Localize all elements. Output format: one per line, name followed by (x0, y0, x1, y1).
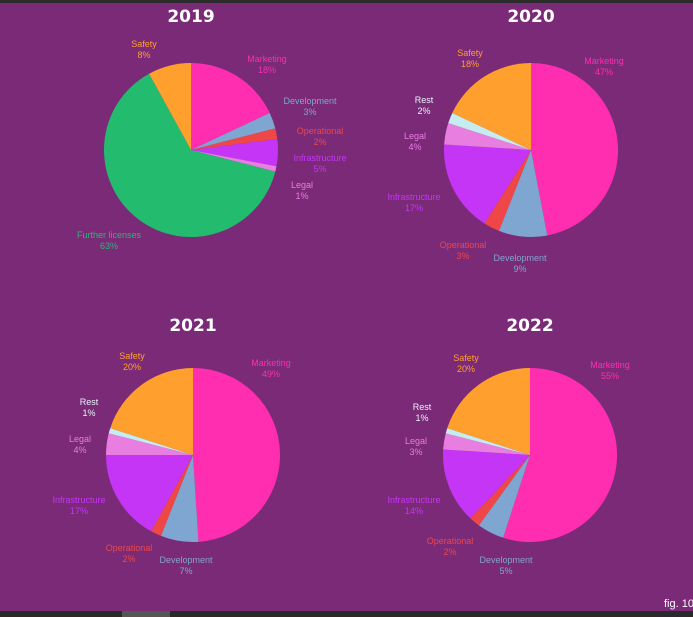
pie-slice-legal (444, 123, 531, 150)
pie-slice-safety (447, 368, 530, 455)
slice-label-development: Development 3% (283, 96, 337, 117)
pie-slice-infrastructure (442, 449, 530, 519)
slice-label-safety: Safety 20% (119, 351, 145, 372)
slice-label-operational: Operational 2% (297, 126, 344, 147)
pie-slice-development (191, 112, 276, 150)
pie-chart-2022: 2022 Marketing 55% Development 5%Operational… (387, 316, 629, 576)
slice-label-development: Development 9% (493, 253, 547, 274)
slice-label-rest: Rest 2% (415, 95, 434, 116)
pie-chart-2020: 2020 Marketing 47% Development 9% Operational… (387, 7, 623, 274)
pie-slice-infrastructure (106, 455, 193, 532)
slice-label-infrastructure: Infrastructure 17% (387, 192, 440, 213)
pie-slice-safety (149, 63, 191, 150)
slice-label-operational: Operational 3% (440, 240, 487, 261)
slice-label-safety: Safety 20% (453, 353, 479, 374)
chart-title: 2021 (169, 316, 216, 336)
slice-label-infrastructure: Infrastructure 17% (52, 495, 105, 516)
slice-label-infrastructure: Infrastructure 14% (387, 495, 440, 516)
pie-slice-infrastructure (443, 144, 531, 224)
slice-label-rest: Rest 1% (80, 397, 99, 418)
figure-label: fig. 10 (664, 598, 693, 610)
slice-label-operational: Operational 2% (106, 543, 153, 564)
slice-label-marketing: Marketing 47% (584, 56, 624, 77)
pie-slice-rest (448, 112, 531, 150)
top-bar (0, 0, 693, 3)
slice-label-legal: Legal 3% (405, 436, 427, 457)
slice-label-further-licenses: Further licenses 63% (77, 230, 142, 251)
pie-slice-marketing (193, 368, 281, 542)
pie-slice-marketing (191, 63, 270, 150)
pie-slice-further-licenses (104, 73, 276, 237)
slice-label-development: Development 5% (479, 555, 533, 576)
pie-slice-development (498, 150, 548, 238)
slice-label-legal: Legal 4% (404, 131, 426, 152)
chart-title: 2022 (506, 316, 553, 336)
pie-slice-operational (470, 455, 530, 526)
slice-label-safety: Safety 18% (457, 48, 483, 69)
slice-label-marketing: Marketing 55% (590, 360, 630, 381)
pie-chart-2021: 2021 Marketing 49% Development 7% Operational… (52, 316, 290, 576)
scrollbar-thumb[interactable] (122, 611, 170, 617)
pie-slice-rest (108, 428, 193, 455)
horizontal-scrollbar[interactable] (0, 611, 693, 617)
slice-label-infrastructure: Infrastructure 5% (293, 153, 346, 174)
pie-slice-safety (452, 63, 531, 150)
slice-label-rest: Rest 1% (413, 402, 432, 423)
slice-label-legal: Legal 1% (291, 180, 313, 201)
pie-slice-operational (151, 455, 193, 536)
pie-slice-development (478, 455, 530, 538)
slice-label-legal: Legal 4% (69, 434, 91, 455)
pie-slice-legal (443, 433, 530, 455)
slice-label-operational: Operational 2% (427, 536, 474, 557)
pie-slice-operational (191, 128, 278, 150)
pie-slice-infrastructure (191, 139, 278, 167)
pie-slice-marketing (503, 368, 618, 542)
pie-slice-legal (105, 433, 193, 455)
pie-slice-legal (191, 150, 277, 172)
slice-label-safety: Safety 8% (131, 39, 157, 60)
pie-chart-2019: 2019 Marketing 18% Development 3% Operational… (77, 7, 347, 251)
pie-slice-development (160, 455, 199, 543)
pie-slice-safety (110, 368, 193, 455)
slice-label-development: Development 7% (159, 555, 213, 576)
slice-label-marketing: Marketing 49% (251, 358, 291, 379)
slice-label-marketing: Marketing 18% (247, 54, 287, 75)
pie-slice-marketing (531, 62, 619, 236)
chart-title: 2019 (167, 7, 214, 27)
pie-slice-rest (445, 428, 530, 455)
pie-slice-operational (484, 150, 531, 231)
chart-title: 2020 (507, 7, 554, 27)
